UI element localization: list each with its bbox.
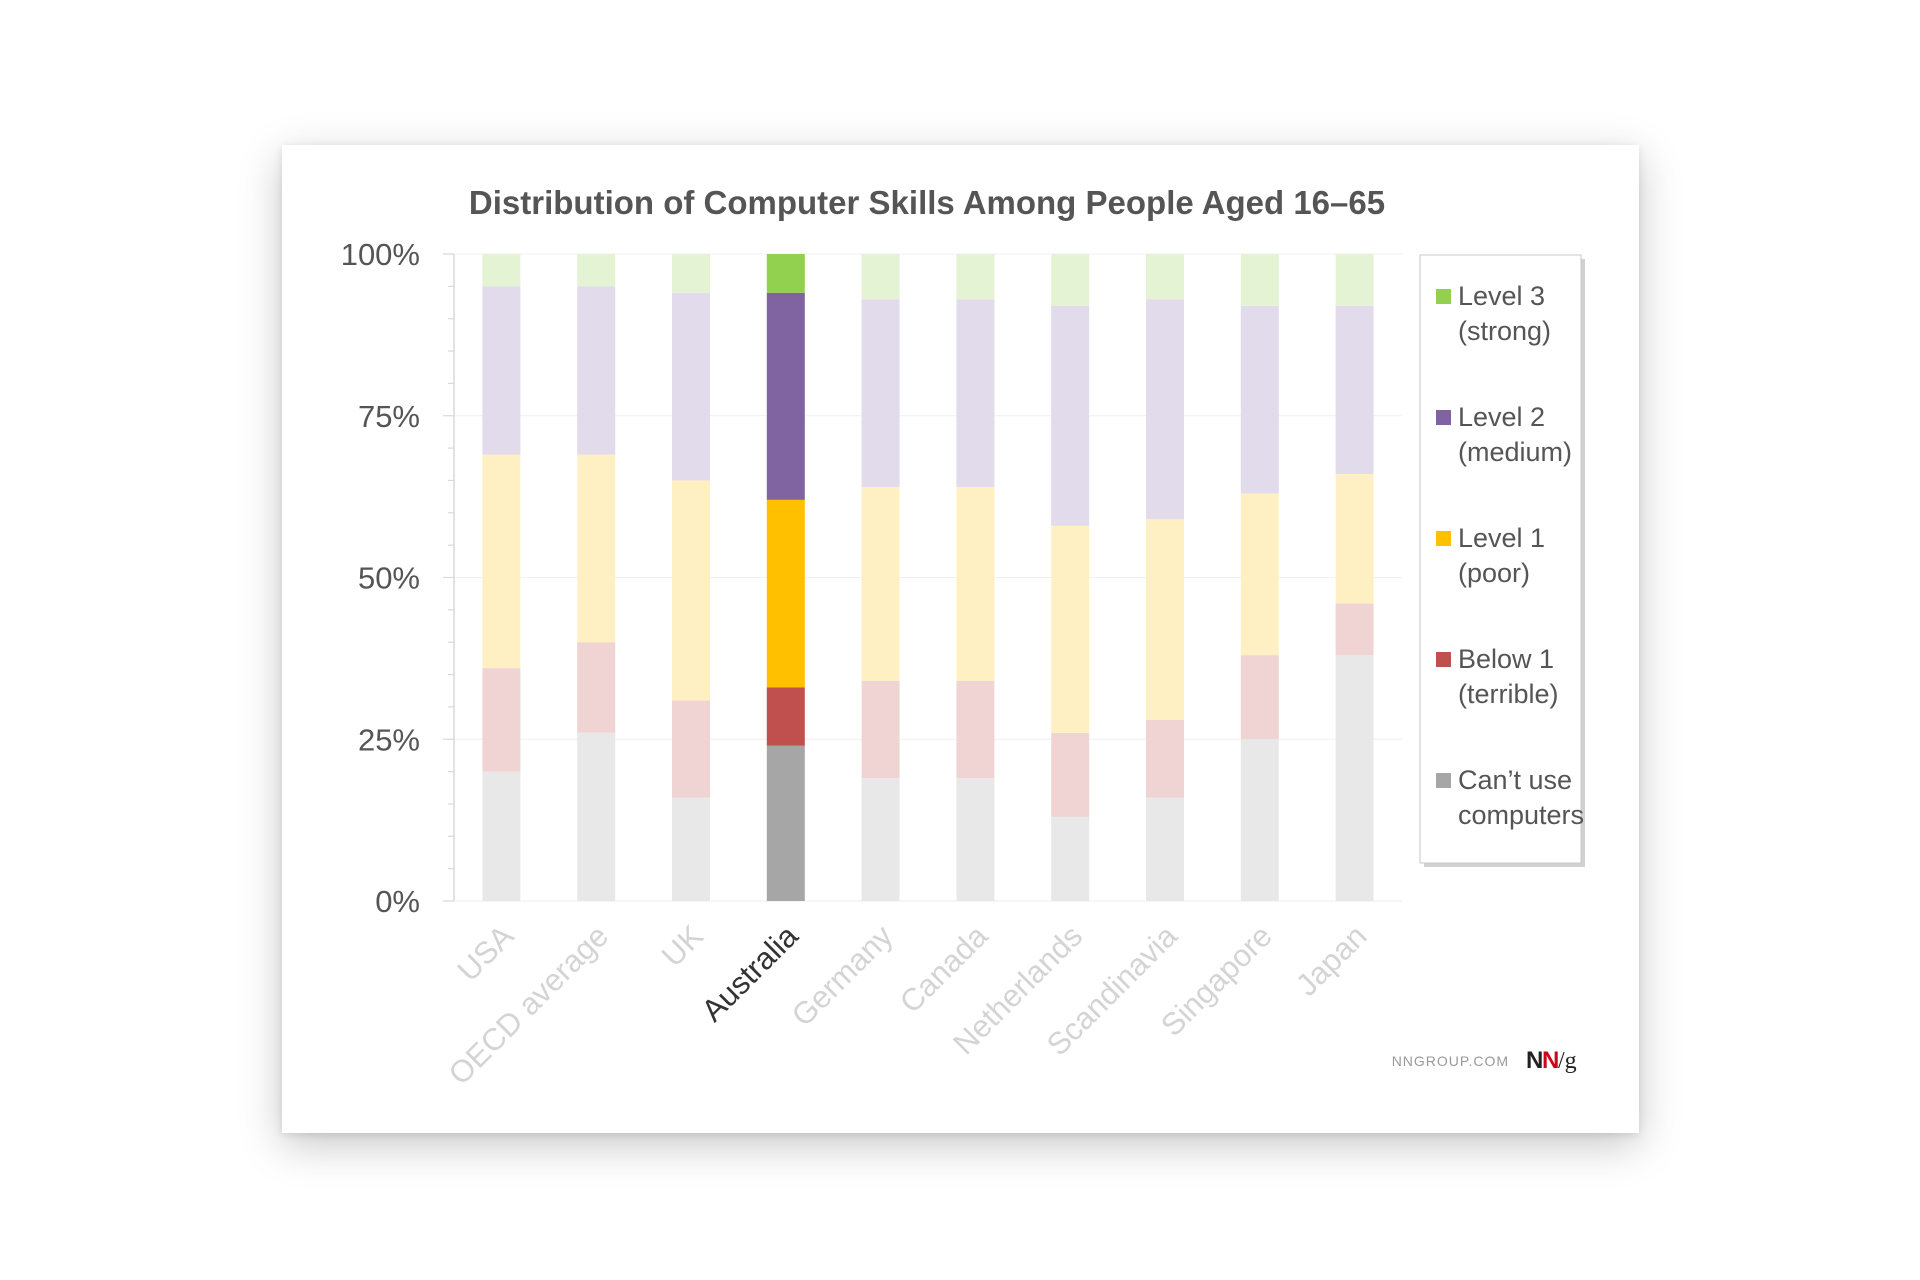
bar-segment xyxy=(1146,254,1184,300)
legend-label: (strong) xyxy=(1458,316,1551,346)
bar-segment xyxy=(1051,525,1090,733)
bar-segment xyxy=(956,681,995,779)
bar-segment xyxy=(577,254,616,287)
bars xyxy=(482,254,1374,901)
bar-segment xyxy=(1051,732,1090,817)
bar-segment xyxy=(672,480,710,701)
bar-segment xyxy=(672,292,710,481)
chart-title: Distribution of Computer Skills Among Pe… xyxy=(469,184,1385,221)
legend-label: (terrible) xyxy=(1458,679,1559,709)
bar-segment xyxy=(1051,305,1090,526)
bar-segment xyxy=(861,299,900,487)
legend-label: (poor) xyxy=(1458,558,1530,588)
bar-segment xyxy=(672,254,710,293)
bar-segment xyxy=(482,254,521,287)
bar-segment xyxy=(577,732,616,901)
bar-segment xyxy=(766,499,805,688)
bar-segment xyxy=(1240,305,1279,494)
bar-segment xyxy=(1146,519,1184,720)
bar-segment xyxy=(1051,254,1090,306)
bar-segment xyxy=(1240,493,1279,656)
bar-segment xyxy=(672,797,710,901)
bar-segment xyxy=(861,778,900,901)
legend-swatch xyxy=(1436,773,1451,788)
chart-card: Distribution of Computer Skills Among Pe… xyxy=(282,145,1639,1133)
legend-label: Level 3 xyxy=(1458,281,1545,311)
bar-segment xyxy=(672,700,710,798)
bar-segment xyxy=(956,778,995,901)
bar-segment xyxy=(577,642,616,733)
bar-segment xyxy=(956,299,995,487)
legend-label: (medium) xyxy=(1458,437,1572,467)
y-tick-label: 50% xyxy=(358,561,420,596)
footer-site[interactable]: NNGROUP.COM xyxy=(1392,1053,1509,1069)
legend-swatch xyxy=(1436,652,1451,667)
stacked-bar-chart: Distribution of Computer Skills Among Pe… xyxy=(341,184,1585,1092)
legend-swatch xyxy=(1436,410,1451,425)
y-tick-label: 25% xyxy=(358,722,420,757)
bar-segment xyxy=(956,254,995,300)
legend-box xyxy=(1419,254,1582,864)
legend-label: Below 1 xyxy=(1458,644,1554,674)
y-tick-label: 0% xyxy=(375,884,420,919)
legend: Level 3 (strong) Level 2 (medium) Level 1 (po… xyxy=(1419,254,1585,867)
bar-segment xyxy=(1240,655,1279,740)
bar-segment xyxy=(577,454,616,643)
bar-segment xyxy=(482,771,521,901)
logo-slash-g: /g xyxy=(1558,1048,1577,1074)
bar-segment xyxy=(1146,797,1184,901)
y-tick-label: 100% xyxy=(341,237,420,272)
x-tick-label: Germany xyxy=(785,918,900,1033)
legend-label: Can’t use xyxy=(1458,765,1572,795)
bar-segment xyxy=(766,687,805,746)
bar-segment xyxy=(861,681,900,779)
bar-segment xyxy=(1335,254,1374,306)
bar-segment xyxy=(1335,603,1374,656)
bar-segment xyxy=(577,286,616,455)
bar-segment xyxy=(1335,305,1374,474)
logo-letter-n2: N xyxy=(1542,1047,1559,1074)
x-tick-label: OECD average xyxy=(442,918,615,1091)
bar-segment xyxy=(1240,739,1279,901)
bar-segment xyxy=(1146,719,1184,798)
x-tick-label: Japan xyxy=(1289,918,1373,1002)
nng-logo: N N /g xyxy=(1526,1047,1577,1074)
legend-label: computers xyxy=(1458,800,1584,830)
x-tick-label: USA xyxy=(451,918,521,988)
bar-segment xyxy=(861,486,900,682)
y-tick-label: 75% xyxy=(358,399,420,434)
bar-segment xyxy=(861,254,900,300)
legend-label: Level 1 xyxy=(1458,523,1545,553)
footer: NNGROUP.COM N N /g xyxy=(1392,1047,1577,1074)
x-tick-label: UK xyxy=(655,918,710,973)
bar-segment xyxy=(1146,299,1184,520)
bar-segment xyxy=(1240,254,1279,306)
legend-label: Level 2 xyxy=(1458,402,1545,432)
bar-segment xyxy=(766,292,805,500)
bar-segment xyxy=(482,668,521,772)
bar-segment xyxy=(482,286,521,455)
logo-letter-n1: N xyxy=(1526,1047,1543,1074)
bar-segment xyxy=(766,745,805,901)
bar-segment xyxy=(1051,816,1090,901)
legend-swatch xyxy=(1436,289,1451,304)
bar-segment xyxy=(482,454,521,669)
legend-swatch xyxy=(1436,531,1451,546)
bar-segment xyxy=(956,486,995,682)
bar-segment xyxy=(1335,473,1374,604)
bar-segment xyxy=(1335,655,1374,901)
bar-segment xyxy=(766,254,805,293)
